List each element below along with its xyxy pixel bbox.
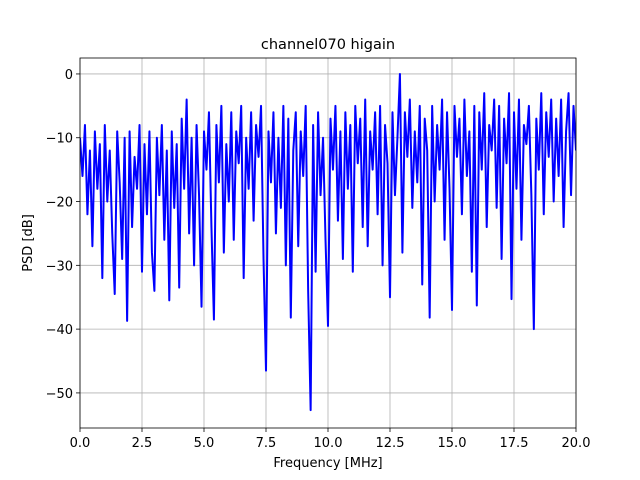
- x-axis-label: Frequency [MHz]: [273, 456, 382, 471]
- x-tick-label: 7.5: [256, 436, 277, 451]
- x-tick-label: 10.0: [314, 436, 343, 451]
- x-tick-label: 12.5: [376, 436, 405, 451]
- data-line: [80, 72, 576, 412]
- plot-frame: [79, 57, 577, 429]
- x-tick-label: 17.5: [500, 436, 529, 451]
- x-tick-label: 20.0: [562, 436, 591, 451]
- x-tick-label: 2.5: [132, 436, 153, 451]
- x-tick-label: 5.0: [194, 436, 215, 451]
- chart-title: channel070 higain: [261, 37, 395, 53]
- y-tick-label: −20: [46, 196, 73, 211]
- y-tick-label: −40: [46, 323, 73, 338]
- x-tick-label: 0.0: [70, 436, 91, 451]
- x-tick-label: 15.0: [438, 436, 467, 451]
- y-tick-label: −30: [46, 259, 73, 274]
- y-axis-label: PSD [dB]: [21, 214, 36, 272]
- y-tick-label: −10: [46, 132, 73, 147]
- y-tick-label: −50: [46, 387, 73, 402]
- y-tick-label: 0: [65, 68, 73, 83]
